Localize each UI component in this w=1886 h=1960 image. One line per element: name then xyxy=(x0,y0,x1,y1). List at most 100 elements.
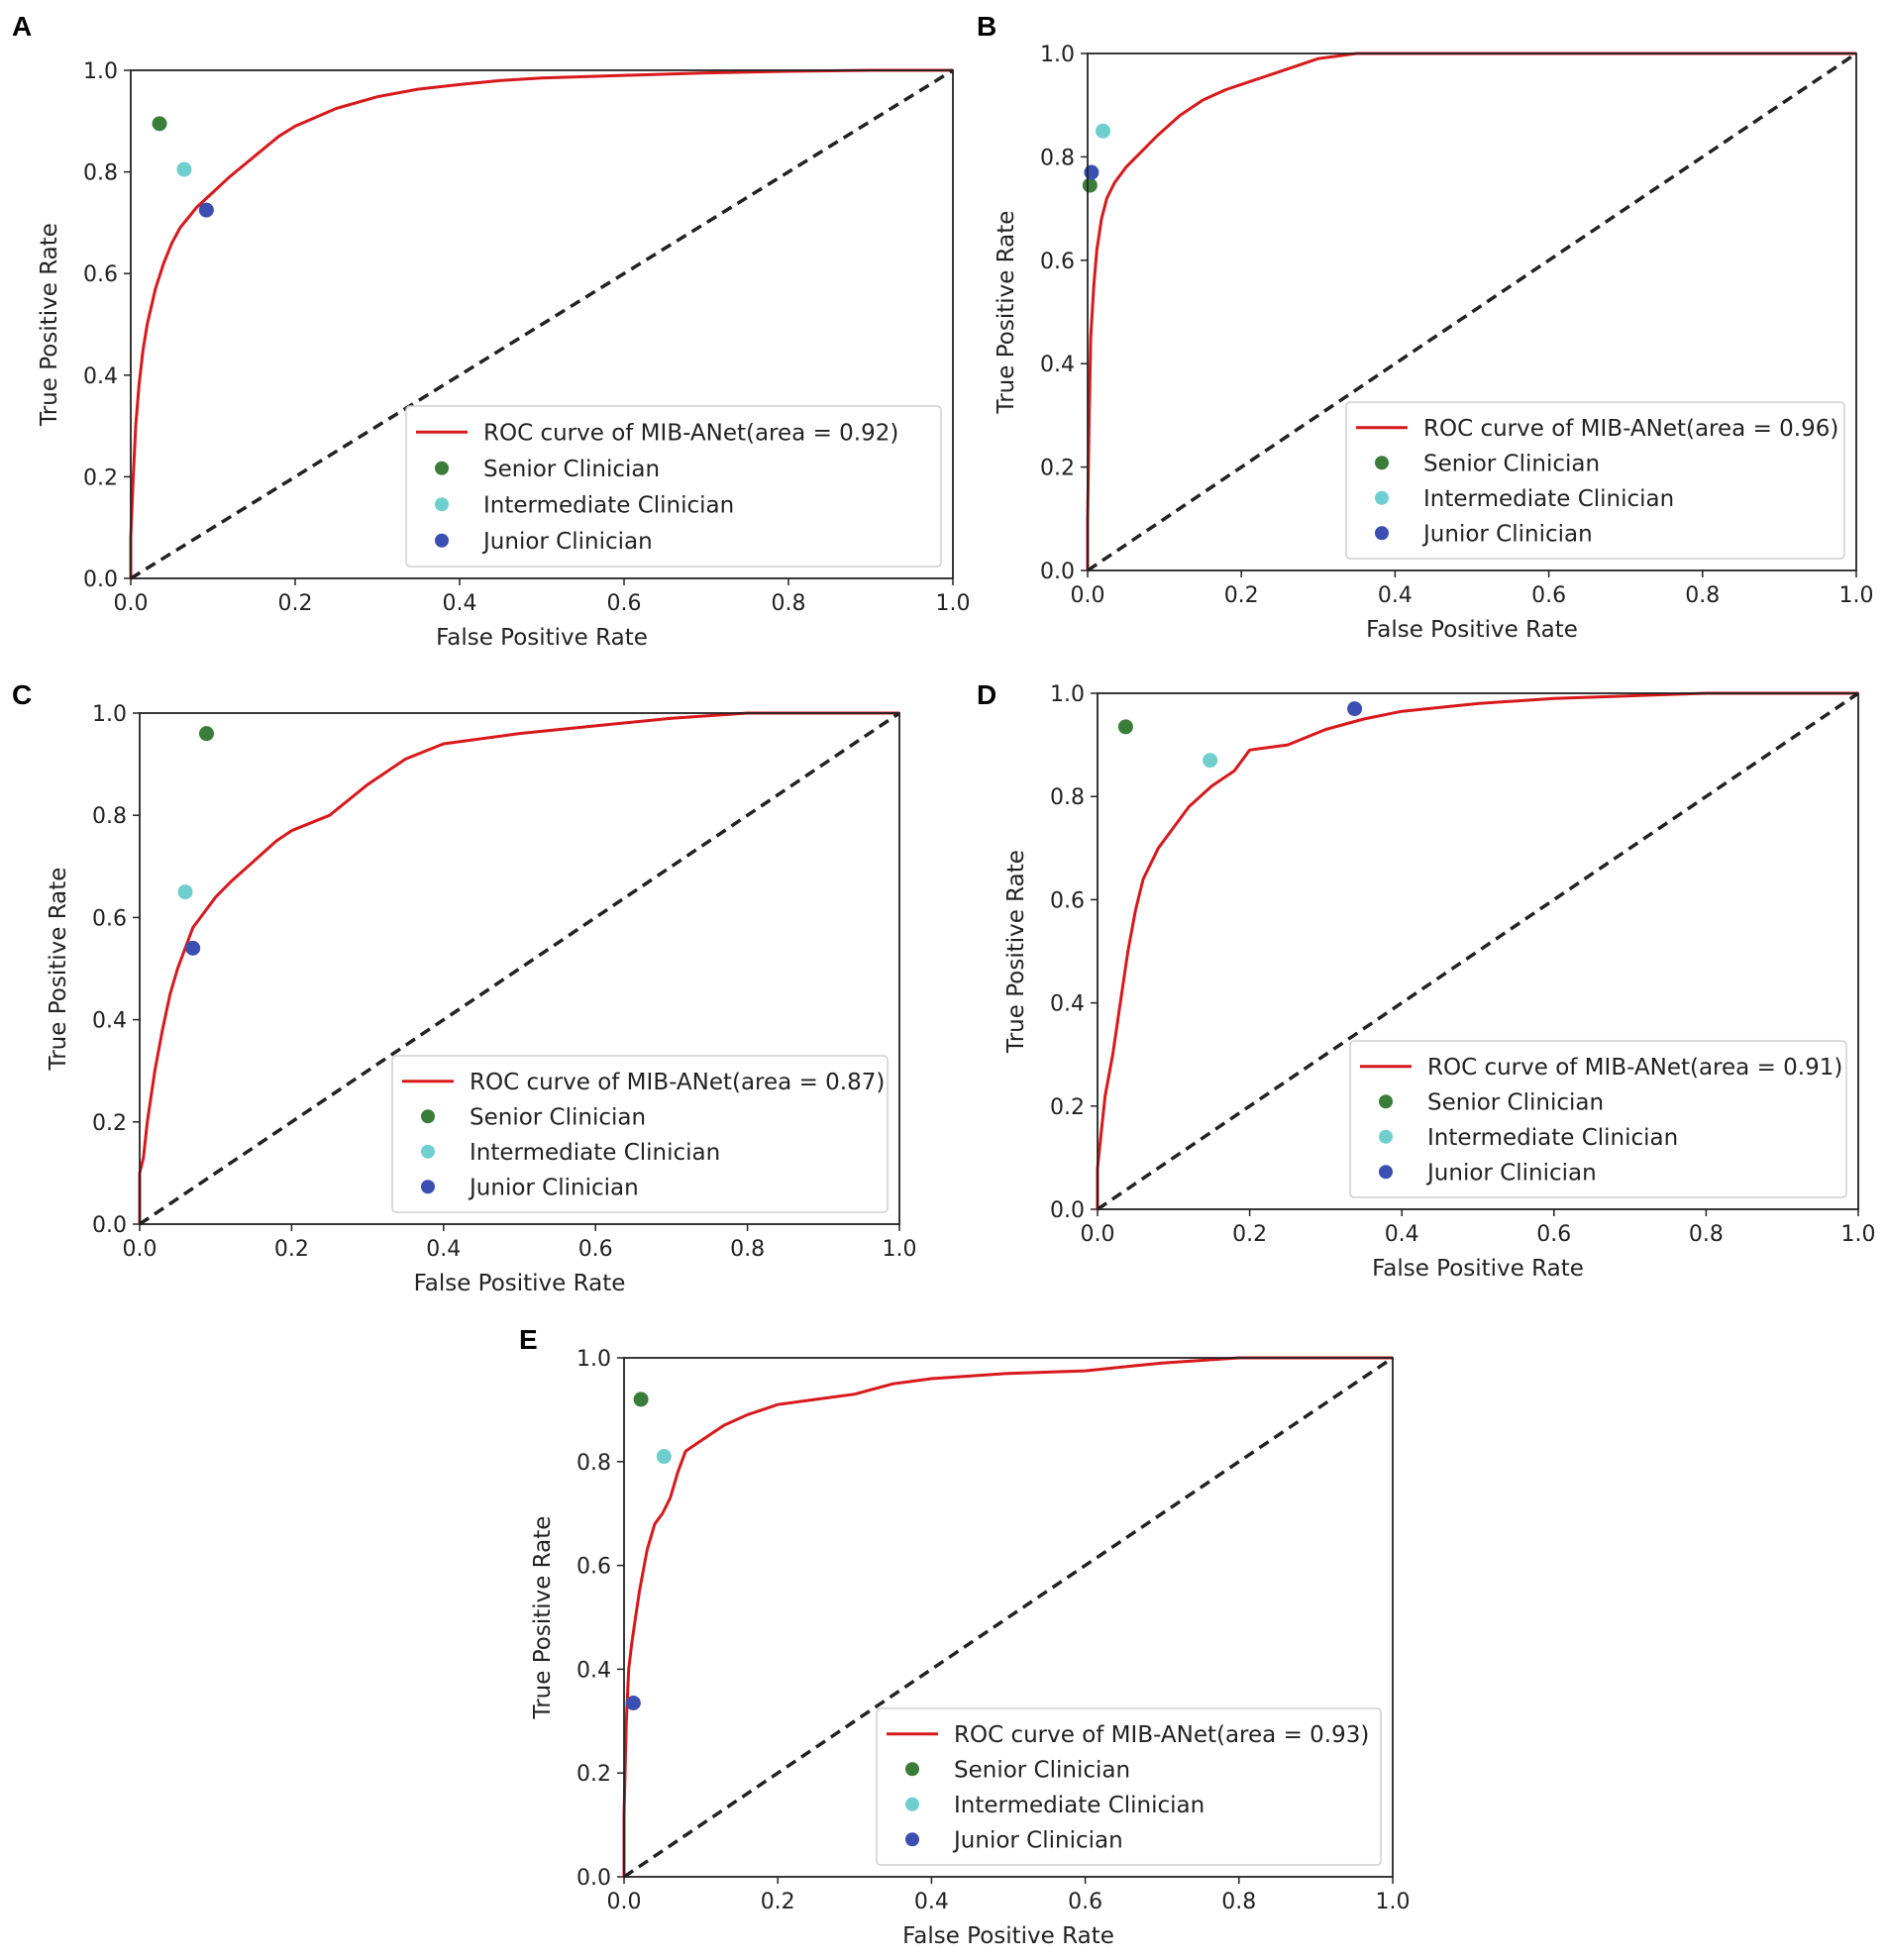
chance-line-c xyxy=(139,711,900,1226)
point-intermediate-e xyxy=(656,1449,672,1465)
x-tick-label-e-5: 1.0 xyxy=(1376,1890,1411,1914)
legend-label-roc-c: ROC curve of MIB-ANet(area = 0.87) xyxy=(470,1070,885,1095)
panel-letter-e: E xyxy=(519,1324,538,1355)
legend-label-roc-d: ROC curve of MIB-ANet(area = 0.91) xyxy=(1427,1055,1842,1081)
legend-swatch-senior-b xyxy=(1375,456,1389,470)
legend-a: ROC curve of MIB-ANet(area = 0.92) Senior… xyxy=(405,405,942,567)
y-tick-label-d-2: 0.4 xyxy=(1050,992,1085,1017)
legend-label-junior-a: Junior Clinician xyxy=(481,529,653,555)
y-tick-label-b-3: 0.6 xyxy=(1040,250,1075,274)
point-intermediate-c xyxy=(177,884,193,900)
panel-letter-b: B xyxy=(977,11,996,42)
x-tick-label-b-1: 0.2 xyxy=(1224,583,1259,608)
panel-letter-c: C xyxy=(12,679,32,710)
x-tick-label-a-2: 0.4 xyxy=(443,591,477,616)
x-tick-label-e-4: 0.8 xyxy=(1221,1890,1256,1914)
x-tick-label-d-1: 0.2 xyxy=(1232,1222,1267,1247)
roc-curve-e xyxy=(622,1356,1393,1877)
point-senior-b xyxy=(1082,177,1098,193)
legend-label-junior-d: Junior Clinician xyxy=(1425,1160,1597,1186)
axes-frame-c xyxy=(139,712,900,1225)
y-tick-label-c-2: 0.4 xyxy=(92,1009,127,1034)
point-junior-d xyxy=(1347,701,1363,717)
panel-d: D 0.00.0 0.2 0.2 0.4 0.4 0.6 0.6 0.8 0.8 1.0 1.0 Fal… xyxy=(977,679,1876,1282)
axes-frame-b xyxy=(1087,52,1857,571)
x-tick-label-a-4: 0.8 xyxy=(772,591,806,616)
legend-swatch-senior-a xyxy=(435,461,449,475)
y-tick-label-a-2: 0.4 xyxy=(83,364,118,389)
x-tick-label-a-0: 0.0 xyxy=(114,591,149,616)
y-tick-label-d-5: 1.0 xyxy=(1050,682,1085,707)
y-axis-label-e: True Positive Rate xyxy=(530,1516,556,1720)
legend-label-roc-b: ROC curve of MIB-ANet(area = 0.96) xyxy=(1423,416,1838,442)
x-tick-label-c-3: 0.6 xyxy=(578,1237,613,1262)
point-junior-a xyxy=(198,202,214,218)
panel-letter-a: A xyxy=(12,11,32,42)
x-tick-label-d-2: 0.4 xyxy=(1385,1222,1419,1247)
axes-frame-d xyxy=(1097,692,1859,1210)
y-tick-label-d-3: 0.6 xyxy=(1050,888,1085,913)
x-tick-label-b-5: 1.0 xyxy=(1839,583,1874,608)
point-intermediate-b xyxy=(1096,123,1111,139)
chance-line-a xyxy=(130,68,954,580)
y-tick-label-e-1: 0.2 xyxy=(576,1762,611,1787)
y-tick-label-d-4: 0.8 xyxy=(1050,785,1085,810)
y-tick-label-a-1: 0.2 xyxy=(83,465,118,490)
axes-frame-e xyxy=(623,1357,1394,1878)
legend-label-intermediate-b: Intermediate Clinician xyxy=(1423,486,1674,512)
panel-c: C 0.00.0 0.2 0.2 0.4 0.4 0.6 0.6 0.8 0.8 1.0 1.0 Fal… xyxy=(12,679,917,1296)
point-senior-d xyxy=(1117,719,1133,735)
x-tick-label-c-2: 0.4 xyxy=(426,1237,461,1262)
legend-swatch-junior-b xyxy=(1375,526,1389,541)
point-junior-b xyxy=(1084,164,1100,180)
y-tick-label-e-4: 0.8 xyxy=(576,1451,611,1476)
x-tick-label-c-0: 0.0 xyxy=(123,1237,157,1262)
y-tick-label-c-3: 0.6 xyxy=(92,906,127,931)
legend-d: ROC curve of MIB-ANet(area = 0.91) Senior… xyxy=(1349,1040,1847,1198)
legend-box-b xyxy=(1345,401,1845,560)
point-senior-a xyxy=(152,116,167,132)
y-tick-label-b-4: 0.8 xyxy=(1040,146,1075,170)
legend-label-roc-a: ROC curve of MIB-ANet(area = 0.92) xyxy=(483,420,898,446)
legend-swatch-intermediate-a xyxy=(435,497,449,512)
legend-swatch-junior-c xyxy=(421,1180,435,1194)
x-axis-label-a: False Positive Rate xyxy=(436,625,648,651)
y-tick-label-b-1: 0.2 xyxy=(1040,457,1075,481)
legend-swatch-junior-d xyxy=(1379,1165,1393,1180)
y-tick-label-e-3: 0.6 xyxy=(576,1555,611,1580)
x-tick-label-b-0: 0.0 xyxy=(1071,583,1105,608)
chance-line-e xyxy=(623,1356,1394,1879)
panel-b: B 0.00.0 0.2 0.2 0.4 0.4 0.6 0.6 0.8 0.8 1.0 1.0 Fal… xyxy=(977,11,1874,643)
legend-label-senior-c: Senior Clinician xyxy=(470,1104,646,1130)
point-junior-c xyxy=(185,940,201,956)
x-tick-label-e-2: 0.4 xyxy=(914,1890,949,1914)
x-tick-label-e-0: 0.0 xyxy=(607,1890,642,1914)
x-tick-label-d-5: 1.0 xyxy=(1841,1222,1876,1247)
y-tick-label-a-5: 1.0 xyxy=(83,59,118,84)
y-tick-label-e-2: 0.4 xyxy=(576,1658,611,1683)
legend-swatch-intermediate-d xyxy=(1379,1129,1393,1144)
legend-swatch-junior-e xyxy=(905,1832,919,1847)
legend-box-e xyxy=(876,1707,1382,1866)
y-tick-label-d-1: 0.2 xyxy=(1050,1095,1085,1120)
legend-label-intermediate-a: Intermediate Clinician xyxy=(483,492,734,518)
point-intermediate-d xyxy=(1203,753,1218,769)
legend-label-senior-b: Senior Clinician xyxy=(1423,451,1600,476)
x-tick-label-b-2: 0.4 xyxy=(1378,583,1413,608)
x-axis-label-e: False Positive Rate xyxy=(902,1923,1114,1949)
legend-label-roc-e: ROC curve of MIB-ANet(area = 0.93) xyxy=(954,1722,1369,1748)
x-tick-label-c-4: 0.8 xyxy=(730,1237,765,1262)
roc-curve-a xyxy=(129,68,953,578)
y-tick-label-b-2: 0.4 xyxy=(1040,353,1075,377)
y-tick-label-c-1: 0.2 xyxy=(92,1111,127,1136)
legend-swatch-senior-d xyxy=(1379,1094,1393,1109)
y-axis-label-c: True Positive Rate xyxy=(46,868,71,1072)
legend-label-senior-e: Senior Clinician xyxy=(954,1757,1130,1783)
roc-curve-d xyxy=(1096,691,1858,1209)
point-intermediate-a xyxy=(176,161,192,177)
y-tick-label-c-4: 0.8 xyxy=(92,804,127,829)
y-tick-label-e-5: 1.0 xyxy=(576,1347,611,1372)
x-axis-label-b: False Positive Rate xyxy=(1366,617,1578,643)
legend-swatch-senior-c xyxy=(421,1109,435,1124)
panel-e: E 0.00.0 0.2 0.2 0.4 0.4 0.6 0.6 0.8 0.8 1.0 1.0 Fal… xyxy=(519,1324,1411,1949)
